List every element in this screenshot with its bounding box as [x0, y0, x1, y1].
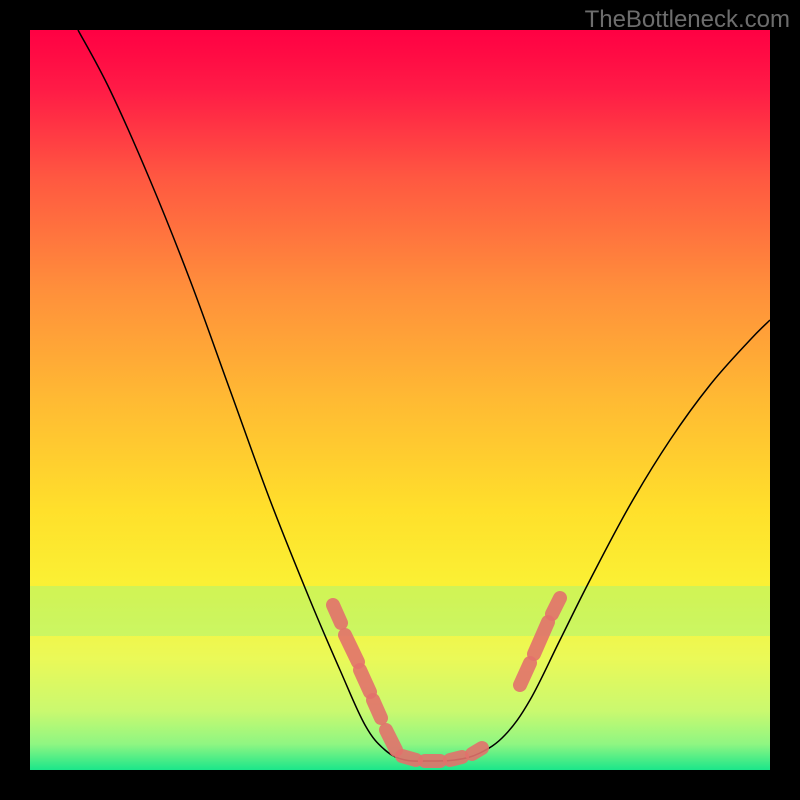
curve-marker — [373, 700, 381, 718]
curve-marker — [472, 748, 482, 754]
green-highlight-band — [30, 586, 770, 636]
curve-marker — [552, 598, 560, 614]
gradient-background — [30, 30, 770, 770]
watermark-text: TheBottleneck.com — [585, 6, 790, 34]
curve-marker — [333, 605, 341, 623]
curve-marker — [402, 756, 416, 760]
curve-marker — [520, 663, 530, 685]
chart-svg — [30, 30, 770, 770]
curve-marker — [450, 757, 462, 760]
chart-frame: TheBottleneck.com — [0, 0, 800, 800]
plot-area — [30, 30, 770, 770]
curve-marker — [360, 670, 370, 692]
curve-marker — [386, 730, 396, 750]
